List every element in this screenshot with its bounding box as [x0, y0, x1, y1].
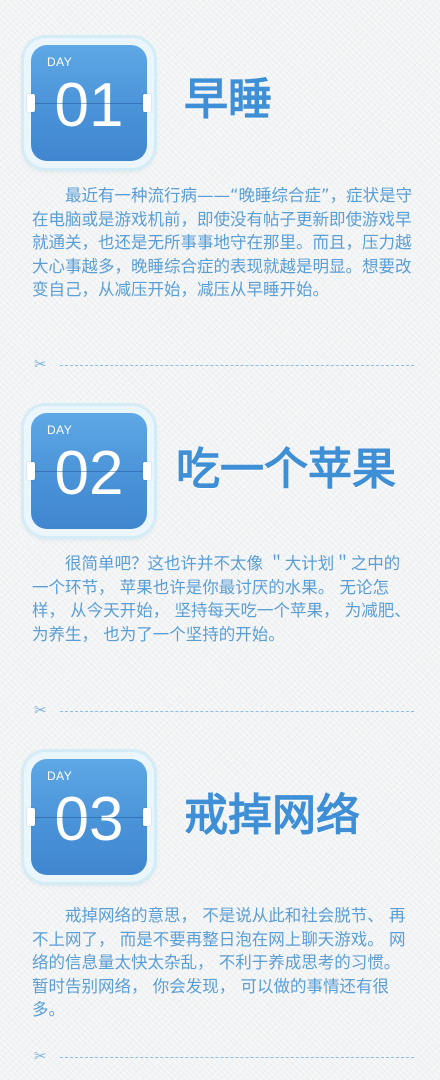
dashed-line	[60, 711, 414, 712]
scissors-icon: ✂	[34, 701, 47, 719]
day-number: 01	[54, 71, 124, 140]
scissors-icon: ✂	[34, 355, 47, 373]
section-body: 很简单吧？这也许并不太像 ＂大计划＂之中的一个环节， 苹果也许是你最讨厌的水果。…	[32, 554, 411, 644]
cut-divider: ✂	[34, 1047, 414, 1065]
cut-divider: ✂	[34, 701, 414, 719]
dashed-line	[60, 365, 414, 366]
section-title: 吃一个苹果	[176, 444, 396, 495]
calendar-hinge-right	[143, 462, 151, 480]
calendar-face: DAY 02	[31, 413, 147, 529]
scissors-icon: ✂	[34, 1047, 47, 1065]
day-label: DAY	[47, 55, 73, 69]
day-number: 03	[54, 785, 124, 854]
section-body: 最近有一种流行病——“晚睡综合症”，症状是守在电脑或是游戏机前，即使没有帖子更新…	[32, 186, 413, 299]
day-01-calendar-card: DAY 01	[24, 38, 154, 168]
section-body: 戒掉网络的意思， 不是说从此和社会脱节、 再不上网了， 而是不要再整日泡在网上聊…	[32, 906, 406, 1019]
calendar-hinge-right	[143, 808, 151, 826]
day-number: 02	[54, 439, 124, 508]
day-label: DAY	[47, 423, 73, 437]
cut-divider: ✂	[34, 355, 414, 373]
dashed-line	[60, 1057, 414, 1058]
section-title: 早睡	[184, 74, 272, 125]
calendar-face: DAY 03	[31, 759, 147, 875]
calendar-face: DAY 01	[31, 45, 147, 161]
section-title: 戒掉网络	[184, 790, 360, 841]
calendar-hinge-left	[27, 808, 35, 826]
day-label: DAY	[47, 769, 73, 783]
day-03-calendar-card: DAY 03	[24, 752, 154, 882]
calendar-hinge-left	[27, 462, 35, 480]
calendar-hinge-left	[27, 94, 35, 112]
calendar-hinge-right	[143, 94, 151, 112]
day-02-calendar-card: DAY 02	[24, 406, 154, 536]
